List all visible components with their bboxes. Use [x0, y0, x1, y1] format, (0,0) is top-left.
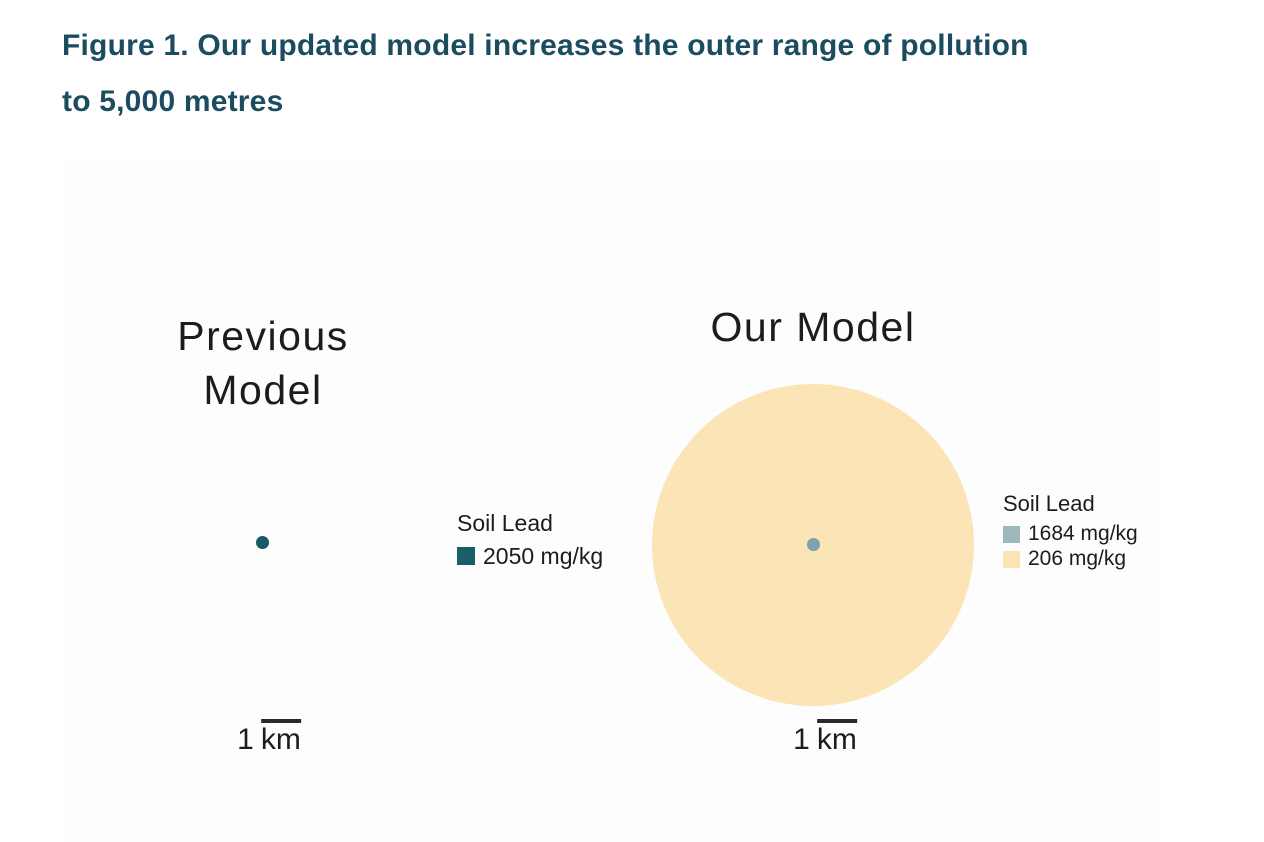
figure-canvas: Previous Model Soil Lead 2050 mg/kg 1 km … — [62, 158, 1160, 842]
previous-model-source-dot — [256, 536, 269, 549]
legend-label-1684: 1684 mg/kg — [1028, 522, 1138, 545]
legend-our-model: Soil Lead 1684 mg/kg 206 mg/kg — [1003, 490, 1138, 573]
legend-row-1684: 1684 mg/kg — [1003, 523, 1138, 545]
legend-title-previous: Soil Lead — [457, 510, 553, 536]
figure-title-line-1: Figure 1. Our updated model increases th… — [62, 29, 1029, 62]
legend-swatch-1684-icon — [1003, 525, 1020, 543]
scale-number-our: 1 — [793, 723, 810, 756]
legend-row-206: 206 mg/kg — [1003, 548, 1138, 570]
legend-row-2050: 2050 mg/kg — [457, 544, 603, 568]
panel-title-previous-model: Previous Model — [177, 313, 349, 413]
our-model-source-dot — [807, 538, 820, 551]
figure-title-line-2: to 5,000 metres — [62, 85, 284, 118]
legend-label-2050: 2050 mg/kg — [483, 543, 604, 569]
scale-unit-our: km — [816, 719, 857, 757]
scale-bar-our-model: 1 km — [793, 719, 857, 758]
figure-title: Figure 1. Our updated model increases th… — [62, 18, 1029, 130]
legend-previous-model: Soil Lead 2050 mg/kg — [457, 509, 603, 571]
legend-title-our: Soil Lead — [1003, 491, 1095, 516]
legend-label-206: 206 mg/kg — [1028, 547, 1127, 570]
panel-title-our-model: Our Model — [710, 304, 916, 350]
scale-number-previous: 1 — [237, 723, 254, 756]
legend-swatch-206-icon — [1003, 550, 1020, 568]
legend-swatch-2050-icon — [457, 547, 475, 565]
scale-bar-previous-model: 1 km — [237, 719, 301, 758]
scale-unit-previous: km — [260, 719, 301, 757]
